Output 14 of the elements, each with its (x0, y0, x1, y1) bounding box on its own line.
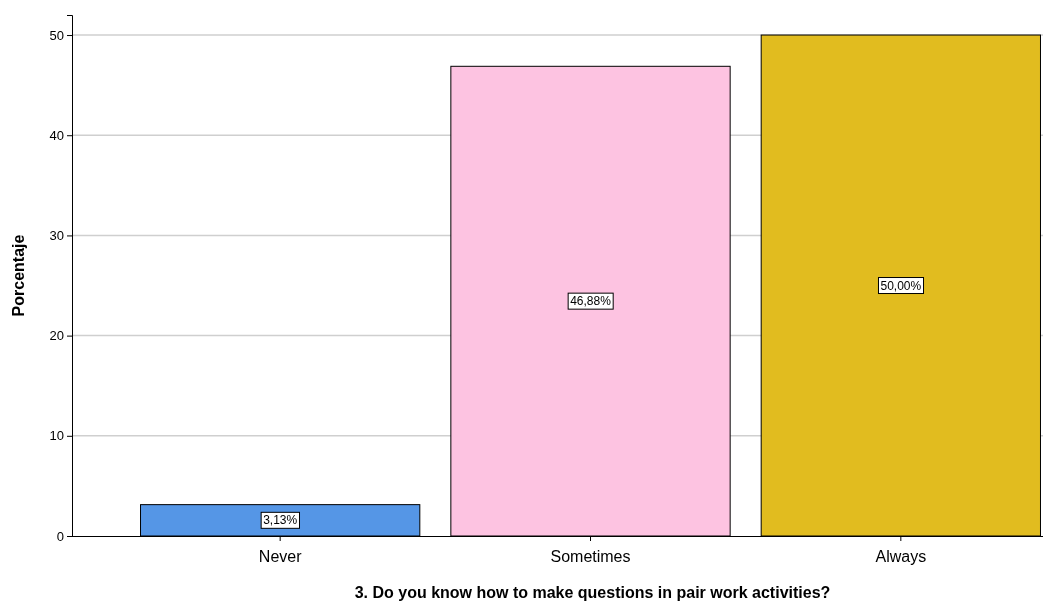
y-tick-label: 50 (49, 27, 64, 43)
y-tick-label: 10 (49, 428, 64, 444)
y-axis-title: Porcentaje (10, 234, 27, 317)
x-axis-title: 3. Do you know how to make questions in pair work activities? (354, 584, 831, 601)
x-tick-label: Always (875, 547, 927, 565)
y-tick-label: 40 (49, 127, 64, 143)
y-tick-label: 30 (49, 228, 64, 244)
data-label: 3,13% (263, 513, 298, 528)
data-label: 50,00% (880, 278, 922, 293)
y-tick-label: 20 (49, 328, 64, 344)
x-tick-label: Never (258, 547, 303, 565)
data-label: 46,88% (570, 294, 612, 309)
x-tick-label: Sometimes (550, 547, 631, 565)
y-tick-label: 0 (56, 528, 64, 544)
